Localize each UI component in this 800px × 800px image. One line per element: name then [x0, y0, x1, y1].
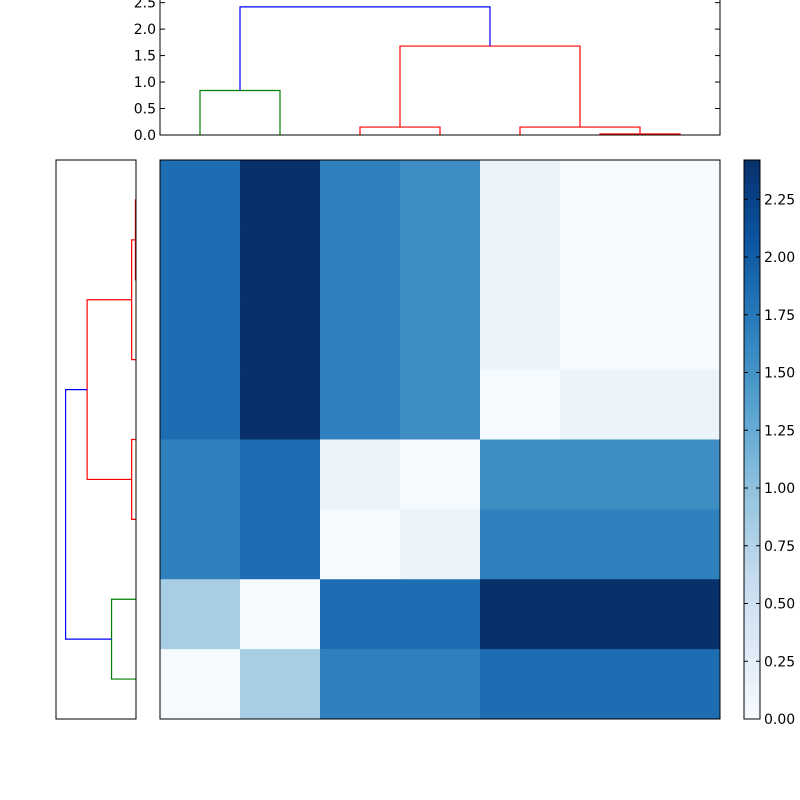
heatmap-cell	[160, 649, 241, 720]
heatmap-cell	[400, 160, 481, 231]
heatmap-cell	[560, 160, 641, 231]
left-dendrogram-axes	[55, 159, 137, 720]
top-ytick-label: 0.0	[134, 128, 156, 144]
heatmap-cell	[640, 579, 721, 650]
heatmap-cell	[640, 369, 721, 440]
heatmap-cell	[480, 579, 561, 650]
heatmap-cell	[560, 649, 641, 720]
top-ytick-label: 2.5	[134, 0, 156, 12]
left-dendrogram-link	[64, 388, 112, 640]
heatmap-cell	[640, 509, 721, 580]
heatmap-cell	[400, 509, 481, 580]
colorbar-gradient	[743, 159, 761, 720]
top-dendrogram-axes: 0.0 0.5 1.0 1.5 2.0 2.5	[134, 0, 721, 144]
heatmap-cell	[400, 369, 481, 440]
heatmap-cell	[240, 299, 321, 371]
heatmap-cell	[160, 160, 241, 231]
top-dendrogram-link	[399, 45, 581, 128]
heatmap-cell	[240, 229, 321, 301]
heatmap-cell	[640, 439, 721, 510]
left-dendrogram-frame	[55, 159, 137, 720]
heatmap-cell	[480, 509, 561, 580]
heatmap-cell	[320, 509, 401, 580]
heatmap-cell	[320, 299, 401, 371]
heatmap-cell	[560, 509, 641, 580]
heatmap-cell	[160, 299, 241, 371]
heatmap-cell	[320, 649, 401, 720]
colorbar-tick-label: 0.75	[764, 539, 795, 555]
heatmap-cell	[400, 649, 481, 720]
heatmap-cell	[640, 160, 721, 231]
heatmap-cell	[320, 439, 401, 510]
colorbar-tick-label: 1.25	[764, 423, 795, 439]
heatmap-cell	[480, 229, 561, 301]
heatmap-cell	[640, 649, 721, 720]
heatmap-cell	[320, 579, 401, 650]
heatmap-cell	[160, 509, 241, 580]
left-dendrogram-link	[86, 299, 132, 481]
top-dendrogram-frame	[159, 0, 721, 136]
heatmap-cell	[480, 299, 561, 371]
heatmap-cell	[240, 649, 321, 720]
colorbar-tick-label: 1.00	[764, 481, 795, 497]
heatmap-axes	[159, 159, 721, 720]
heatmap-cell	[320, 160, 401, 231]
heatmap-cell	[240, 369, 321, 440]
heatmap-cell	[560, 579, 641, 650]
colorbar-tick-label: 0.50	[764, 597, 795, 613]
heatmap-cell	[160, 229, 241, 301]
top-dendrogram-link	[239, 6, 491, 91]
top-ytick-label: 1.0	[134, 75, 156, 91]
heatmap-cell	[560, 229, 641, 301]
heatmap-frame	[159, 159, 721, 720]
heatmap-cell	[640, 299, 721, 371]
heatmap-cell	[160, 369, 241, 440]
heatmap-cell	[160, 579, 241, 650]
heatmap-cell	[480, 649, 561, 720]
top-dendrogram-link	[199, 89, 281, 135]
top-ytick-label: 2.0	[134, 22, 156, 38]
colorbar-tick-label: 2.25	[764, 192, 795, 208]
top-ytick-label: 0.5	[134, 102, 156, 118]
colorbar-tick-label: 0.25	[764, 654, 795, 670]
colorbar-tick-label: 2.00	[764, 250, 795, 266]
heatmap-cell	[480, 369, 561, 440]
heatmap-cell	[560, 299, 641, 371]
left-dendrogram-link	[110, 598, 136, 680]
heatmap-cell	[320, 369, 401, 440]
heatmap-cell	[400, 579, 481, 650]
heatmap-cell	[560, 439, 641, 510]
top-dendrogram-link	[359, 126, 441, 135]
heatmap-cell	[400, 299, 481, 371]
heatmap-cell	[400, 229, 481, 301]
heatmap-cell	[160, 439, 241, 510]
colorbar-tick-label: 1.75	[764, 308, 795, 324]
heatmap-cell	[400, 439, 481, 510]
heatmap-cell	[480, 160, 561, 231]
left-dendrogram-link	[131, 438, 136, 520]
heatmap-cell	[240, 509, 321, 580]
heatmap-cell	[320, 229, 401, 301]
colorbar-tick-label: 1.50	[764, 366, 795, 382]
heatmap-cell	[240, 439, 321, 510]
heatmap-cell	[240, 160, 321, 231]
colorbar-tick-label: 0.00	[764, 712, 795, 728]
top-ytick-label: 1.5	[134, 49, 156, 65]
heatmap-cell	[640, 229, 721, 301]
colorbar-axes: 0.00 0.25 0.50 0.75 1.00 1.25 1.50 1.75 2.00 2.25	[743, 159, 795, 728]
heatmap-cell	[560, 369, 641, 440]
heatmap-cell	[240, 579, 321, 650]
heatmap-cell	[480, 439, 561, 510]
